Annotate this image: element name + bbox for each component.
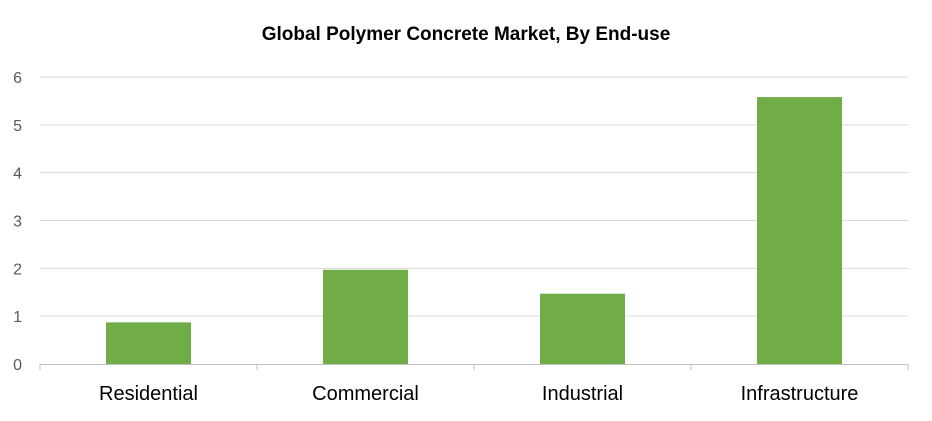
bar-commercial [323,269,408,364]
x-tick-labels: Residential Commercial Industrial Infrastru… [99,383,858,405]
y-tick-label: 3 [13,214,22,231]
x-tick-label: Infrastructure [741,383,859,405]
x-tick-label: Industrial [542,383,623,405]
x-tick-label: Residential [99,383,198,405]
bars [106,97,842,364]
x-tick-label: Commercial [312,383,419,405]
y-tick-label: 5 [13,118,22,135]
bar-residential [106,322,191,364]
bar-infrastructure [757,97,842,364]
y-tick-label: 2 [13,261,22,278]
y-tick-label: 0 [13,357,22,374]
y-tick-label: 1 [13,309,22,326]
y-tick-labels: 0 1 2 3 4 5 6 [13,70,22,374]
bar-industrial [540,293,625,364]
x-axis [39,364,909,370]
y-tick-label: 4 [13,166,22,183]
y-tick-label: 6 [13,70,22,87]
chart-title: Global Polymer Concrete Market, By End-u… [261,24,671,45]
